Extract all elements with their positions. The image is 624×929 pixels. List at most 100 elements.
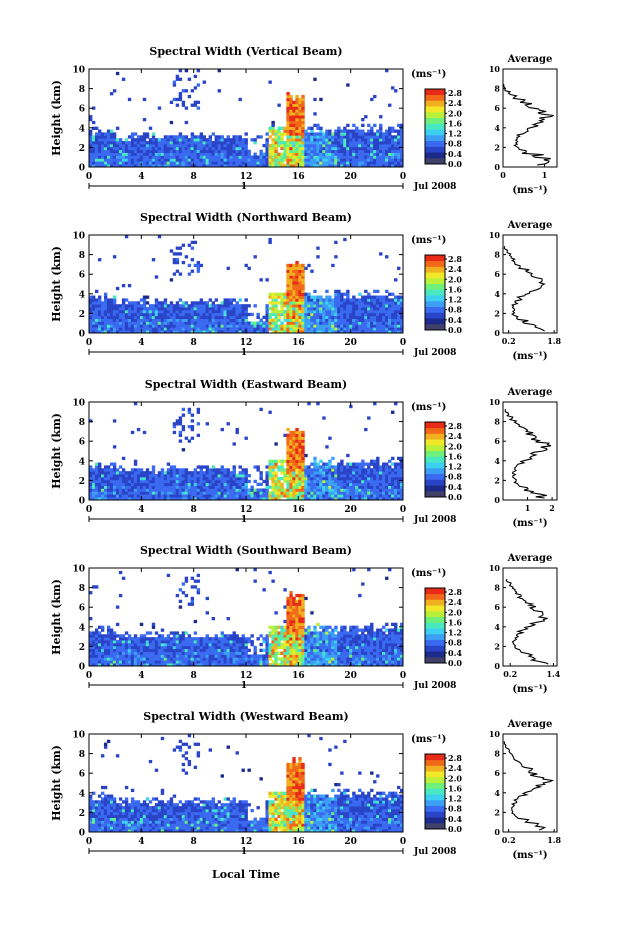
- heatmap-cell: [100, 654, 105, 658]
- heatmap-cell: [115, 304, 120, 308]
- heatmap-cell: [193, 307, 198, 311]
- heatmap-cell: [331, 494, 335, 498]
- heatmap-cell: [232, 312, 236, 317]
- heatmap-cell: [268, 497, 272, 501]
- heatmap-cell: [136, 637, 141, 641]
- heatmap-cell: [385, 307, 389, 311]
- heatmap-cell: [91, 143, 96, 148]
- heatmap-cell: [175, 488, 180, 492]
- heatmap-cell: [151, 648, 156, 652]
- date-label: Jul 2008: [413, 348, 456, 358]
- heatmap-cell: [289, 149, 293, 153]
- heatmap-cell: [277, 301, 281, 305]
- heatmap-cell: [316, 149, 320, 153]
- heatmap-cell: [163, 657, 168, 661]
- heatmap-cell: [325, 301, 329, 305]
- colorbar-tick-label: 1.2: [448, 129, 462, 139]
- heatmap-cell: [142, 471, 147, 475]
- avg-y-tick-label: 2: [494, 308, 500, 318]
- heatmap-cell: [121, 654, 126, 658]
- heatmap-cell: [124, 158, 129, 162]
- heatmap-cell: [295, 324, 299, 328]
- heatmap-cell: [106, 330, 111, 334]
- heatmap-cell: [358, 146, 362, 151]
- heatmap-cell: [292, 485, 296, 489]
- heatmap-cell: [229, 138, 233, 142]
- heatmap-cell: [328, 141, 332, 145]
- heatmap-cell: [274, 327, 278, 331]
- heatmap-cell: [118, 497, 123, 501]
- heatmap-cell: [199, 465, 204, 469]
- heatmap-cell: [205, 158, 210, 162]
- heatmap-cell: [241, 476, 245, 481]
- heatmap-cell: [316, 402, 320, 406]
- heatmap-cell: [271, 462, 275, 466]
- heatmap-cell: [193, 152, 198, 156]
- heatmap-cell: [142, 161, 147, 165]
- heatmap-cell: [313, 462, 317, 466]
- heatmap-cell: [274, 158, 278, 162]
- heatmap-cell: [91, 295, 96, 299]
- heatmap-cell: [337, 479, 341, 484]
- heatmap-cell: [217, 146, 221, 151]
- heatmap-cell: [349, 471, 353, 475]
- heatmap-cell: [118, 634, 123, 638]
- heatmap-cell: [322, 298, 326, 302]
- heatmap-cell: [205, 422, 210, 426]
- heatmap-cell: [97, 657, 102, 661]
- heatmap-cell: [274, 161, 278, 165]
- heatmap-cell: [193, 660, 198, 664]
- x-tick-label: 0: [400, 505, 406, 515]
- heatmap-cell: [286, 312, 290, 317]
- heatmap-cell: [352, 462, 356, 466]
- heatmap-cell: [148, 648, 153, 652]
- heatmap-cell: [274, 143, 278, 148]
- heatmap-cell: [283, 433, 287, 437]
- heatmap-cell: [187, 654, 192, 658]
- heatmap-cell: [271, 146, 275, 151]
- heatmap-cell: [97, 164, 102, 168]
- heatmap-cell: [145, 135, 150, 139]
- heatmap-cell: [355, 312, 359, 317]
- heatmap-cell: [340, 497, 344, 501]
- heatmap-cell: [235, 318, 239, 322]
- heatmap-cell: [316, 488, 320, 492]
- heatmap-cell: [169, 488, 174, 492]
- heatmap-cell: [298, 451, 302, 455]
- heatmap-cell: [121, 309, 126, 314]
- heatmap-cell: [271, 158, 275, 162]
- heatmap-cell: [238, 135, 242, 139]
- heatmap-cell: [400, 161, 404, 165]
- heatmap-cell: [109, 129, 114, 133]
- heatmap-cell: [172, 497, 177, 501]
- heatmap-cell: [376, 307, 380, 311]
- heatmap-cell: [187, 141, 192, 145]
- heatmap-cell: [247, 266, 251, 270]
- heatmap-cell: [214, 488, 218, 492]
- heatmap-cell: [184, 474, 189, 478]
- heatmap-cell: [256, 468, 260, 472]
- heatmap-cell: [115, 161, 120, 165]
- heatmap-cell: [184, 312, 189, 317]
- heatmap-cell: [289, 272, 293, 276]
- heatmap-cell: [292, 269, 296, 273]
- heatmap-cell: [154, 318, 159, 322]
- heatmap-cell: [352, 497, 356, 501]
- heatmap-cell: [130, 663, 135, 667]
- heatmap-cell: [244, 304, 248, 308]
- heatmap-cell: [331, 318, 335, 322]
- heatmap-cell: [286, 149, 290, 153]
- heatmap-cell: [217, 476, 221, 481]
- colorbar-swatch: [425, 318, 445, 325]
- heatmap-cell: [190, 312, 195, 317]
- heatmap-cell: [310, 497, 314, 501]
- y-tick-label: 8: [79, 85, 85, 95]
- heatmap-cell: [361, 315, 365, 319]
- heatmap-cells: [89, 402, 404, 501]
- heatmap-cell: [121, 651, 126, 655]
- heatmap-cell: [145, 327, 150, 331]
- heatmap-cell: [376, 330, 380, 334]
- heatmap-cell: [133, 307, 138, 311]
- heatmap-cell: [385, 309, 389, 314]
- heatmap-cell: [322, 479, 326, 484]
